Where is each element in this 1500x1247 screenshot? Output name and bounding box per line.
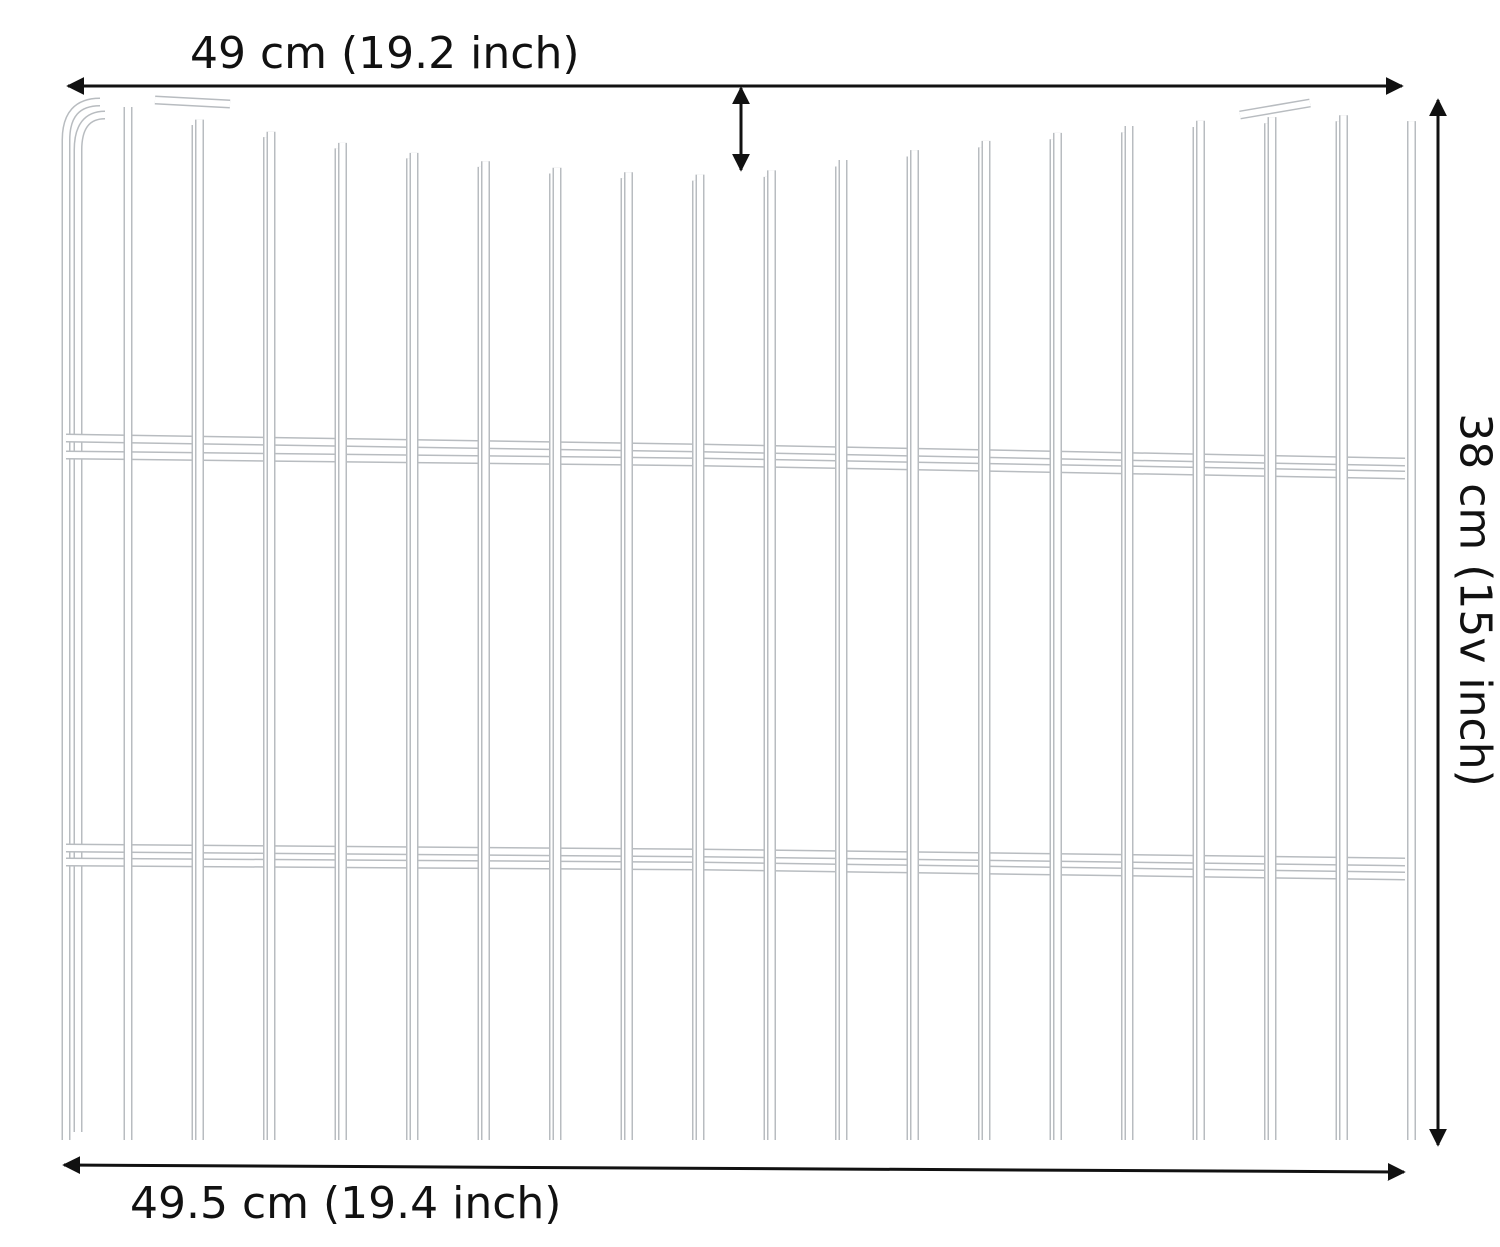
bottom-width-label: 49.5 cm (19.4 inch) — [130, 1178, 562, 1229]
frame-wire — [63, 99, 101, 1140]
top-width-label: 49 cm (19.2 inch) — [190, 28, 580, 79]
frame-wire — [61, 97, 101, 1140]
bottom-width-arrow — [62, 1156, 1406, 1181]
height-label: 38 cm (15v inch) — [1449, 413, 1500, 787]
hook-wire — [154, 97, 231, 107]
wire-shelf-rack — [61, 95, 1416, 1140]
frame-inner-wire — [73, 110, 106, 1132]
hook-wire — [1239, 100, 1311, 118]
frame-inner-wire — [75, 112, 106, 1132]
